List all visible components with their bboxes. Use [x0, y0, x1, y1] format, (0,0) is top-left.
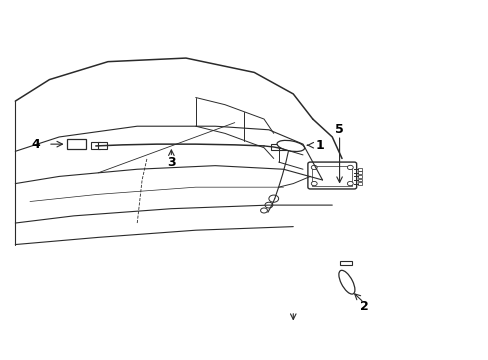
Bar [91, 142, 100, 149]
Bar [357, 171, 361, 174]
Bar [66, 139, 86, 149]
Circle shape [311, 181, 317, 186]
Text: 5: 5 [334, 123, 343, 136]
Circle shape [311, 165, 317, 170]
Text: 4: 4 [32, 138, 41, 150]
Circle shape [268, 195, 278, 202]
Bar [278, 144, 287, 150]
Bar [357, 182, 361, 185]
Ellipse shape [338, 270, 354, 294]
Bar [357, 175, 361, 178]
FancyBboxPatch shape [307, 162, 356, 189]
Bar [271, 144, 280, 150]
Bar [98, 142, 107, 149]
Circle shape [260, 208, 267, 213]
Bar [357, 179, 361, 181]
Circle shape [264, 202, 272, 208]
Text: 2: 2 [359, 300, 367, 313]
Text: 1: 1 [315, 139, 323, 152]
Text: 3: 3 [167, 156, 175, 169]
Bar [357, 168, 361, 171]
Bar [311, 166, 351, 186]
Ellipse shape [277, 140, 304, 152]
Circle shape [346, 181, 352, 186]
Circle shape [346, 165, 352, 170]
Bar [339, 261, 351, 265]
